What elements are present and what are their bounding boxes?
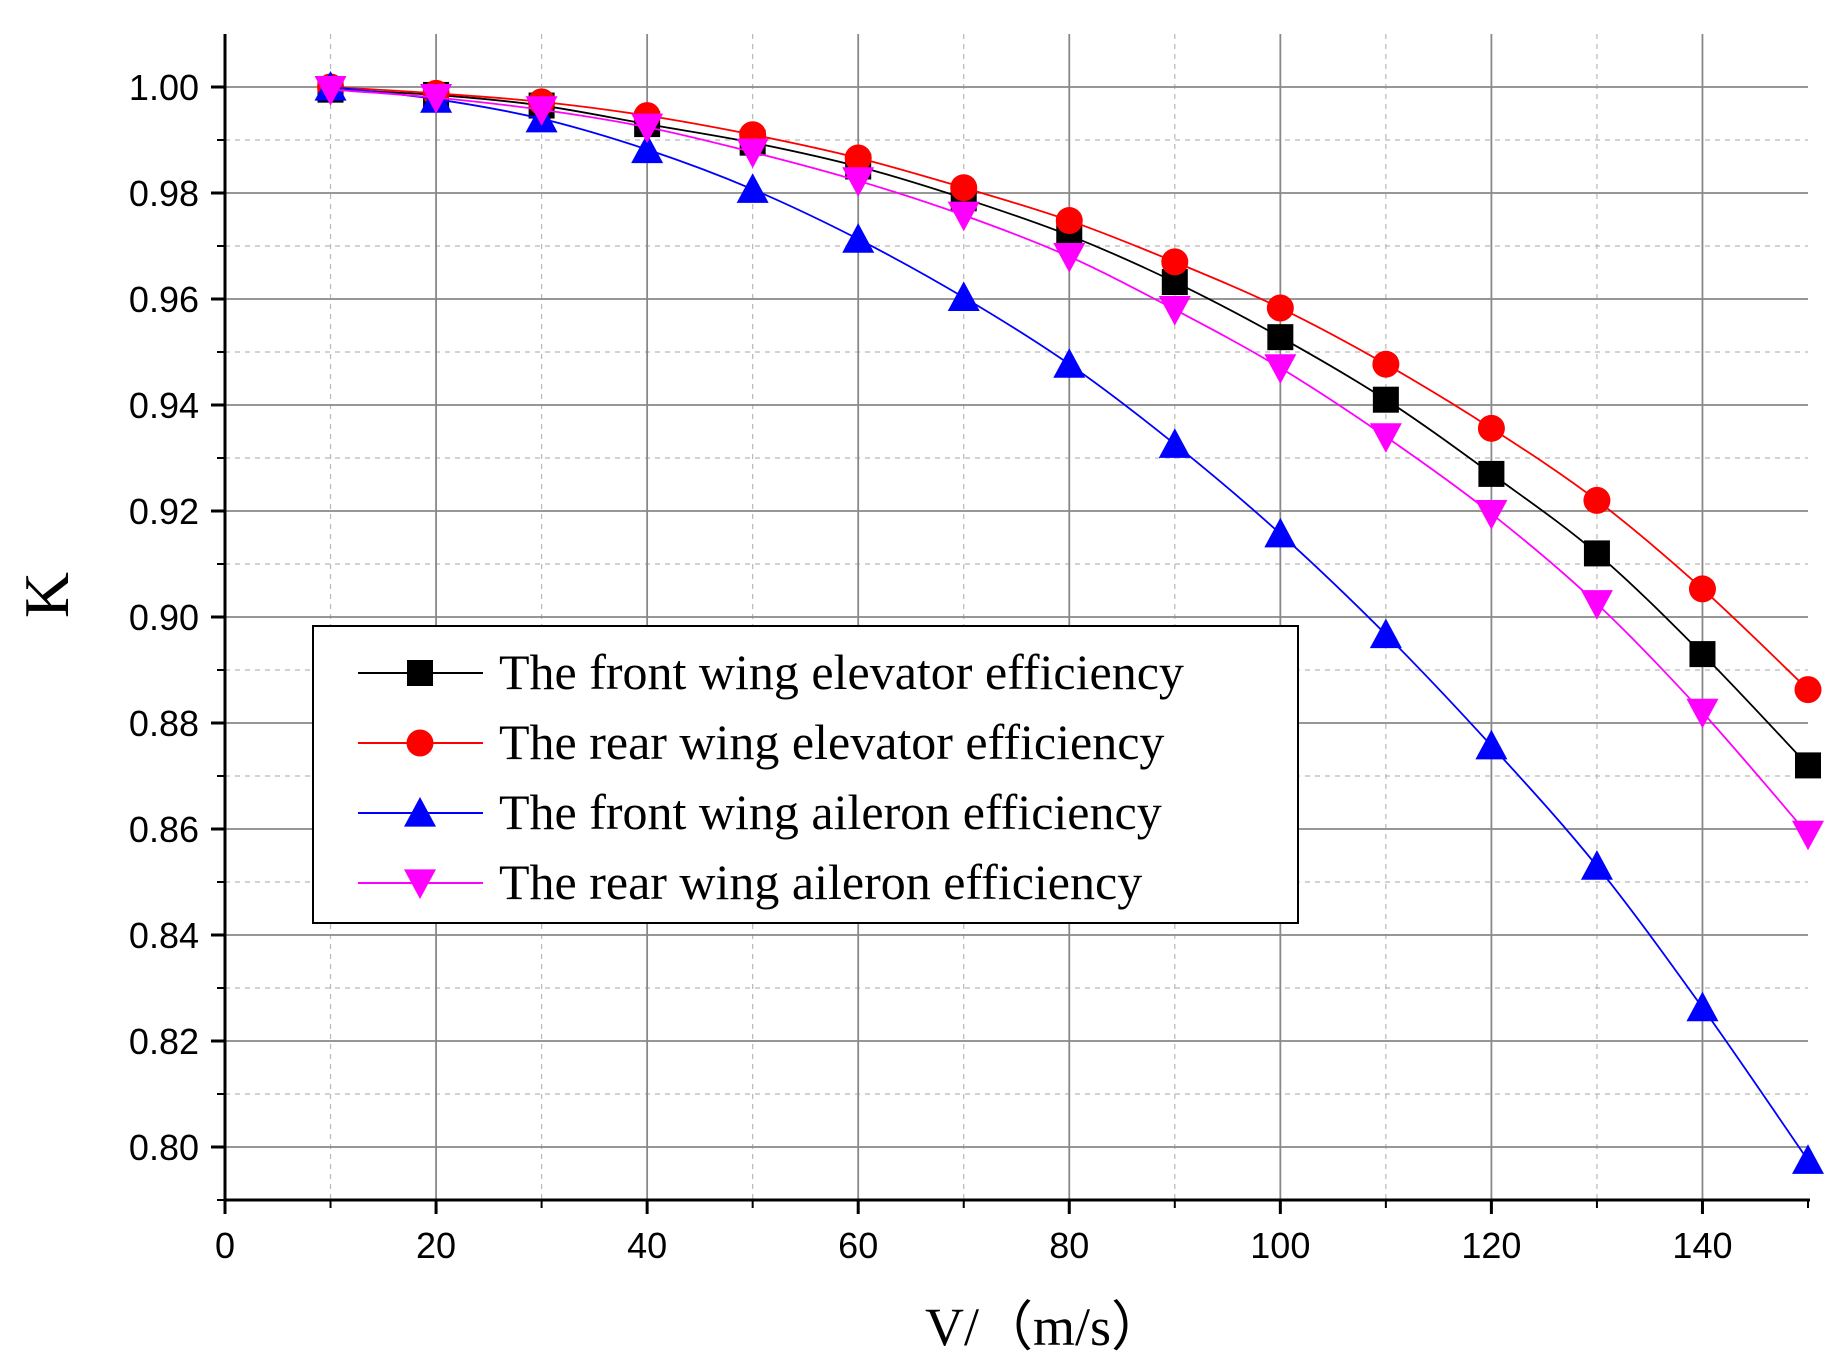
grid: [225, 34, 1808, 1200]
x-tick-label: 20: [416, 1225, 456, 1266]
data-point-square: [1267, 324, 1294, 351]
data-point-triangle-down: [1053, 243, 1086, 273]
y-tick-label: 0.94: [129, 385, 199, 426]
data-point-triangle-up: [947, 281, 980, 312]
data-point-triangle-down: [631, 113, 664, 144]
series-triangle-up: [314, 71, 1824, 1174]
data-point-triangle-up: [1792, 1144, 1824, 1174]
data-point-triangle-down: [1580, 590, 1613, 620]
series-triangle-down: [314, 76, 1824, 851]
x-tick-label: 100: [1250, 1225, 1310, 1266]
data-point-triangle-down: [947, 201, 980, 232]
y-tick-label: 0.84: [129, 915, 199, 956]
x-axis-title: V/（m/s）: [925, 1297, 1165, 1357]
x-tick-label: 120: [1461, 1225, 1521, 1266]
y-tick-label: 0.88: [129, 703, 199, 744]
data-point-circle: [1266, 294, 1294, 322]
data-point-square: [1795, 752, 1821, 779]
data-point-square: [1583, 540, 1610, 567]
data-point-circle: [1161, 248, 1189, 276]
data-point-triangle-down: [842, 167, 875, 197]
data-point-triangle-up: [1686, 991, 1719, 1022]
data-point-triangle-down: [420, 84, 453, 114]
data-point-square: [1478, 460, 1505, 487]
y-axis-title: K: [11, 572, 82, 618]
legend-label: The front wing aileron efficiency: [499, 784, 1162, 840]
data-point-circle: [1583, 486, 1611, 514]
data-point-triangle-down: [1158, 296, 1191, 326]
data-point-circle: [1794, 676, 1822, 704]
legend: The front wing elevator efficiency The re…: [312, 625, 1299, 924]
x-tick-label: 40: [627, 1225, 667, 1266]
data-point-triangle-up: [736, 173, 769, 203]
data-point-square: [1689, 641, 1716, 668]
data-point-triangle-down: [1369, 423, 1402, 453]
y-tick-label: 0.96: [129, 279, 199, 320]
x-tick-label: 0: [215, 1225, 235, 1266]
x-tick-label: 140: [1672, 1225, 1732, 1266]
legend-label: The rear wing aileron efficiency: [499, 854, 1142, 910]
data-point-triangle-up: [631, 133, 664, 164]
data-point-triangle-up: [1158, 428, 1191, 458]
legend-box: [312, 625, 1299, 924]
data-point-circle: [1372, 350, 1400, 378]
legend-label: The rear wing elevator efficiency: [499, 714, 1164, 770]
axes: 0 20 40 60 80 100 120 140 0.80 0.82 0.84 0.86 0.88 0.…: [129, 34, 1810, 1266]
data-point-triangle-down: [1475, 500, 1508, 530]
data-point-circle: [1688, 575, 1716, 603]
data-point-circle: [844, 144, 872, 172]
y-tick-label: 0.90: [129, 597, 199, 638]
legend-marker-triangle-up: [404, 797, 436, 827]
y-tick-label: 1.00: [129, 67, 199, 108]
x-tick-label: 60: [838, 1225, 878, 1266]
legend-marker-triangle-down: [404, 869, 436, 899]
data-point-triangle-up: [1264, 517, 1297, 548]
data-point-circle: [1055, 207, 1083, 235]
series-group: [314, 71, 1824, 1174]
data-point-triangle-up: [1053, 348, 1086, 378]
data-point-triangle-down: [736, 138, 769, 169]
data-point-square: [1372, 386, 1399, 413]
legend-marker-circle: [406, 729, 434, 757]
y-tick-label: 0.80: [129, 1127, 199, 1168]
x-tick-label: 80: [1049, 1225, 1089, 1266]
data-point-triangle-down: [525, 96, 558, 126]
y-tick-label: 0.98: [129, 173, 199, 214]
data-point-triangle-up: [842, 223, 875, 253]
data-point-circle: [1477, 414, 1505, 442]
y-tick-label: 0.86: [129, 809, 199, 850]
legend-marker-square: [407, 660, 433, 686]
data-point-triangle-down: [314, 76, 347, 106]
data-point-triangle-up: [1475, 729, 1508, 760]
legend-label: The front wing elevator efficiency: [499, 644, 1184, 700]
data-point-triangle-down: [1686, 698, 1719, 729]
data-point-triangle-down: [1264, 354, 1297, 384]
y-tick-label: 0.92: [129, 491, 199, 532]
data-point-triangle-up: [1369, 618, 1402, 649]
data-point-circle: [950, 174, 978, 202]
y-tick-label: 0.82: [129, 1021, 199, 1062]
data-point-triangle-up: [1580, 850, 1613, 880]
data-point-triangle-down: [1792, 820, 1824, 851]
